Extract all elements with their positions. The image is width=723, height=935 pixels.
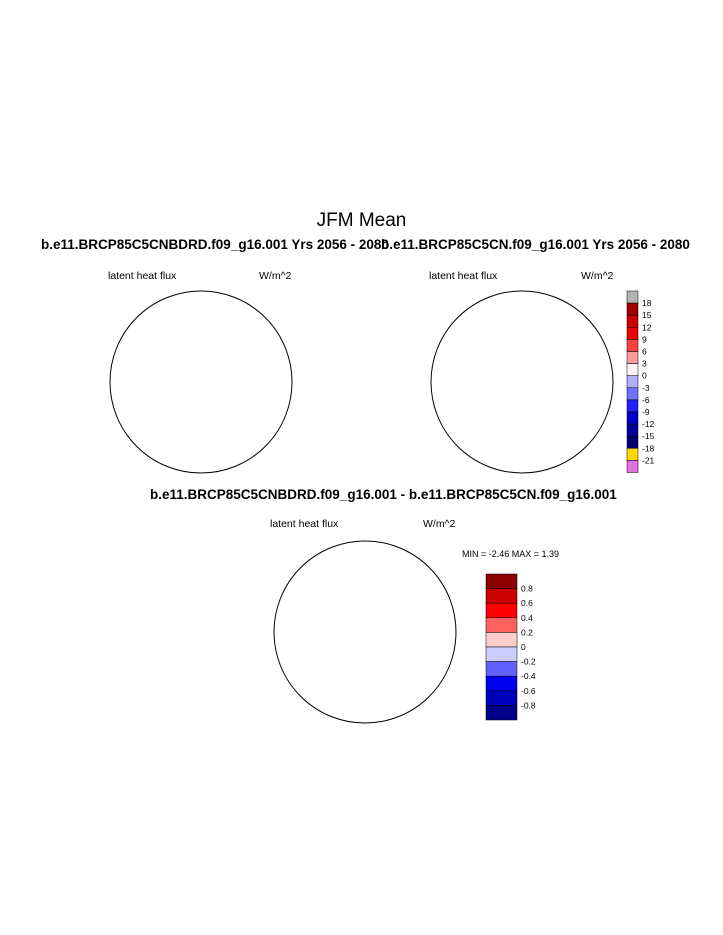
colorbar-main-swatch [626,399,639,413]
left-panel-title: b.e11.BRCP85C5CNBDRD.f09_g16.001 Yrs 205… [41,237,389,252]
colorbar-diff-label: 0.4 [521,613,533,623]
colorbar-diff-swatch [485,705,518,721]
diff-map-variable-label: latent heat flux [270,518,339,530]
colorbar-main-label: 12 [642,322,652,332]
right-map [430,290,614,474]
colorbar-main-swatch [626,363,639,376]
colorbar-main-label: 18 [642,298,652,308]
min-max-stats: MIN = -2.46 MAX = 1.39 [462,549,560,559]
diff-map-ocean [274,541,456,723]
left-map-units-label: W/m^2 [259,270,292,282]
page-title: JFM Mean [316,210,407,231]
colorbar-main-swatch [626,302,639,316]
diff-map-units-label: W/m^2 [423,518,456,530]
colorbar-main-swatch [626,411,639,425]
colorbar-main-swatch [626,375,639,389]
colorbar-diff-swatch [485,602,518,619]
colorbar-main-label: 15 [642,310,652,320]
colorbar-diff-swatch [485,588,518,604]
colorbar-diff-swatch [485,573,518,589]
colorbar-main-swatch [626,351,639,364]
colorbar-main-swatch [626,448,639,461]
colorbar-diff-label: -0.2 [521,657,536,667]
left-map-border [109,290,293,474]
colorbar-diff-swatch [485,661,518,677]
colorbar-main-swatch [626,460,639,473]
colorbar-main-label: -15 [642,431,655,441]
colorbar-diff-swatch [485,675,518,692]
right-map-border [430,290,614,474]
colorbar-main-swatch [626,314,639,328]
colorbar-diff-label: 0 [521,642,526,652]
right-map-units-label: W/m^2 [581,270,614,282]
colorbar-diff: 0.8 0.6 0.4 0.2 0 -0.2 -0.4 -0.6 -0.8 [485,573,536,721]
colorbar-diff-label: -0.6 [521,686,536,696]
colorbar-main-label: -21 [642,455,655,465]
colorbar-diff-swatch [485,632,518,648]
colorbar-diff-swatch [485,617,518,633]
right-map-ocean [431,291,613,473]
colorbar-main-label: -3 [642,383,650,393]
colorbar-main-label: 3 [642,359,647,369]
colorbar-main: 18 15 12 9 6 3 0 -3 -6 -9 -12 -15 -18 -21 [626,290,655,473]
diff-map-border [273,540,457,724]
colorbar-diff-label: -0.8 [521,700,536,710]
colorbar-main-label: 0 [642,371,647,381]
colorbar-diff-label: -0.4 [521,671,536,681]
colorbar-diff-label: 0.8 [521,584,533,594]
colorbar-main-label: -12 [642,419,655,429]
right-panel-title: b.e11.BRCP85C5CN.f09_g16.001 Yrs 2056 - … [381,237,690,252]
colorbar-main-swatch [626,327,639,340]
right-map-variable-label: latent heat flux [429,270,498,282]
colorbar-main-swatch [626,290,639,304]
difference-title: b.e11.BRCP85C5CNBDRD.f09_g16.001 - b.e11… [150,487,617,502]
colorbar-main-label: -9 [642,407,650,417]
colorbar-diff-label: 0.6 [521,598,533,608]
colorbar-main-label: -18 [642,443,655,453]
colorbar-diff-swatch [485,646,518,662]
diff-map [273,540,457,724]
colorbar-main-swatch [626,423,639,437]
colorbar-main-label: 6 [642,346,647,356]
colorbar-main-swatch [626,339,639,352]
colorbar-main-label: 9 [642,334,647,344]
colorbar-diff-label: 0.2 [521,627,533,637]
colorbar-main-swatch [626,435,639,449]
left-map-ocean [110,291,292,473]
left-map-variable-label: latent heat flux [108,270,177,282]
left-map [109,290,293,474]
colorbar-main-label: -6 [642,395,650,405]
colorbar-diff-swatch [485,690,518,706]
colorbar-main-swatch [626,387,639,401]
